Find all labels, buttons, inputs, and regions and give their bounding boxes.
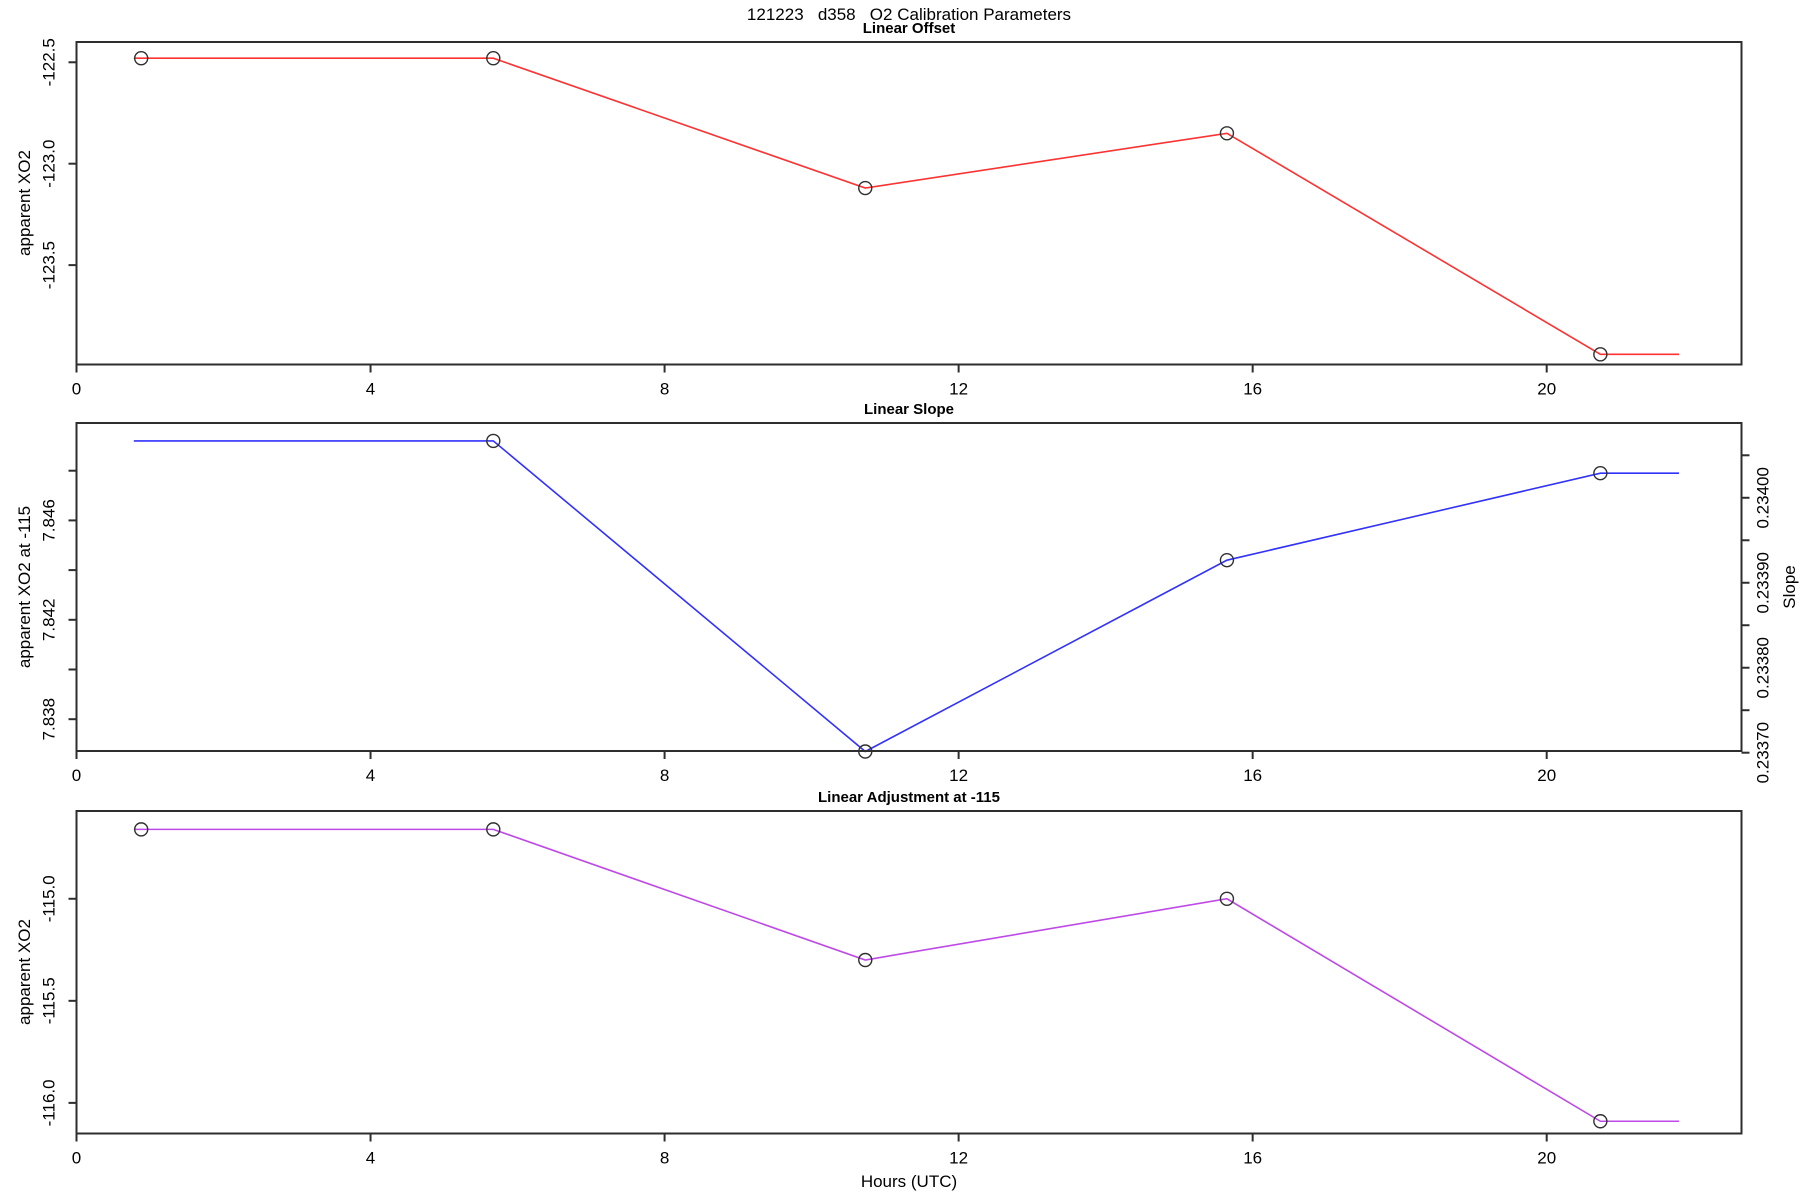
panel-2-y-axis-label: apparent XO2 at -115 <box>15 505 34 669</box>
panel-1-y-tick-label: -123.5 <box>40 241 59 289</box>
panel-1-y-tick-label: -123.0 <box>40 140 59 188</box>
panel-3-x-tick-label: 20 <box>1537 1149 1556 1168</box>
plot-main-title: 121223 d358 O2 Calibration Parameters <box>746 5 1072 24</box>
panel-3-plot-box <box>75 810 1743 1135</box>
panel-2-data-point <box>486 433 501 449</box>
panel-3-y-tick-label: -115.0 <box>40 875 59 922</box>
panel-1-x-tick-label: 12 <box>949 380 968 399</box>
panel-2-y-tick-label: 7.846 <box>40 499 59 542</box>
panel-1-data-point <box>133 51 149 66</box>
panel-1-title: Linear Offset <box>862 20 956 37</box>
panel-1-series-line <box>133 57 1680 356</box>
panel-3-x-tick-label: 12 <box>949 1149 968 1168</box>
panel-2-x-tick-label: 0 <box>72 766 81 785</box>
panel-1-y-tick-label: -122.5 <box>40 38 59 86</box>
panel-1-x-tick-label: 20 <box>1537 380 1556 399</box>
panel-3-data-point <box>133 822 149 837</box>
panel-3-data-point <box>858 952 873 968</box>
panel-1-x-tick-label: 16 <box>1243 380 1262 399</box>
panel-2-x-tick-label: 4 <box>366 766 375 785</box>
panel-3-y-axis-label: apparent XO2 <box>15 919 34 1025</box>
panel-3-series-line <box>133 828 1680 1123</box>
panel-2-right-y-axis-label: Slope <box>1780 565 1799 609</box>
panel-2-right-y-tick-label: 0.23380 <box>1754 637 1773 698</box>
panel-1-x-tick-label: 4 <box>366 380 375 399</box>
panel-1-y-axis-label: apparent XO2 <box>15 150 34 256</box>
panel-3-x-tick-label: 4 <box>366 1149 375 1168</box>
panel-1-data-point <box>1593 347 1608 362</box>
panel-3-y-tick-label: -115.5 <box>40 977 59 1024</box>
panel-1-data-point <box>1219 126 1235 141</box>
panel-3-data-point <box>486 822 501 837</box>
panel-3-x-tick-label: 0 <box>72 1149 81 1168</box>
panel-3-x-tick-label: 8 <box>660 1149 669 1168</box>
panel-2-y-tick-label: 7.842 <box>40 599 59 642</box>
panel-2-series-line <box>133 440 1680 753</box>
panel-2-y-tick-label: 7.838 <box>40 698 59 741</box>
panel-2-plot-box <box>75 422 1743 752</box>
panel-1-data-point <box>858 180 873 196</box>
panel-3-title: Linear Adjustment at -115 <box>818 789 1000 806</box>
panel-2-x-tick-label: 20 <box>1537 766 1556 785</box>
panel-2-title: Linear Slope <box>863 401 955 418</box>
panel-2-x-tick-label: 12 <box>949 766 968 785</box>
panel-1-x-tick-label: 0 <box>72 380 81 399</box>
panel-2-right-y-tick-label: 0.23370 <box>1754 722 1773 783</box>
panel-2-data-point <box>1593 465 1608 481</box>
panel-2-data-point <box>1219 552 1235 568</box>
panel-2-right-y-tick-label: 0.23400 <box>1754 467 1773 528</box>
panel-3-data-point <box>1219 891 1235 906</box>
panel-3-data-point <box>1593 1114 1608 1129</box>
panel-2-x-tick-label: 16 <box>1243 766 1262 785</box>
panel-3-y-tick-label: -116.0 <box>40 1079 59 1126</box>
x-axis-label: Hours (UTC) <box>860 1172 958 1191</box>
panel-2-x-tick-label: 8 <box>660 766 669 785</box>
panel-1-plot-box <box>75 41 1743 366</box>
panel-1-x-tick-label: 8 <box>660 380 669 399</box>
panel-3-x-tick-label: 16 <box>1243 1149 1262 1168</box>
panel-2-right-y-tick-label: 0.23390 <box>1754 552 1773 613</box>
panel-1-data-point <box>486 51 501 66</box>
